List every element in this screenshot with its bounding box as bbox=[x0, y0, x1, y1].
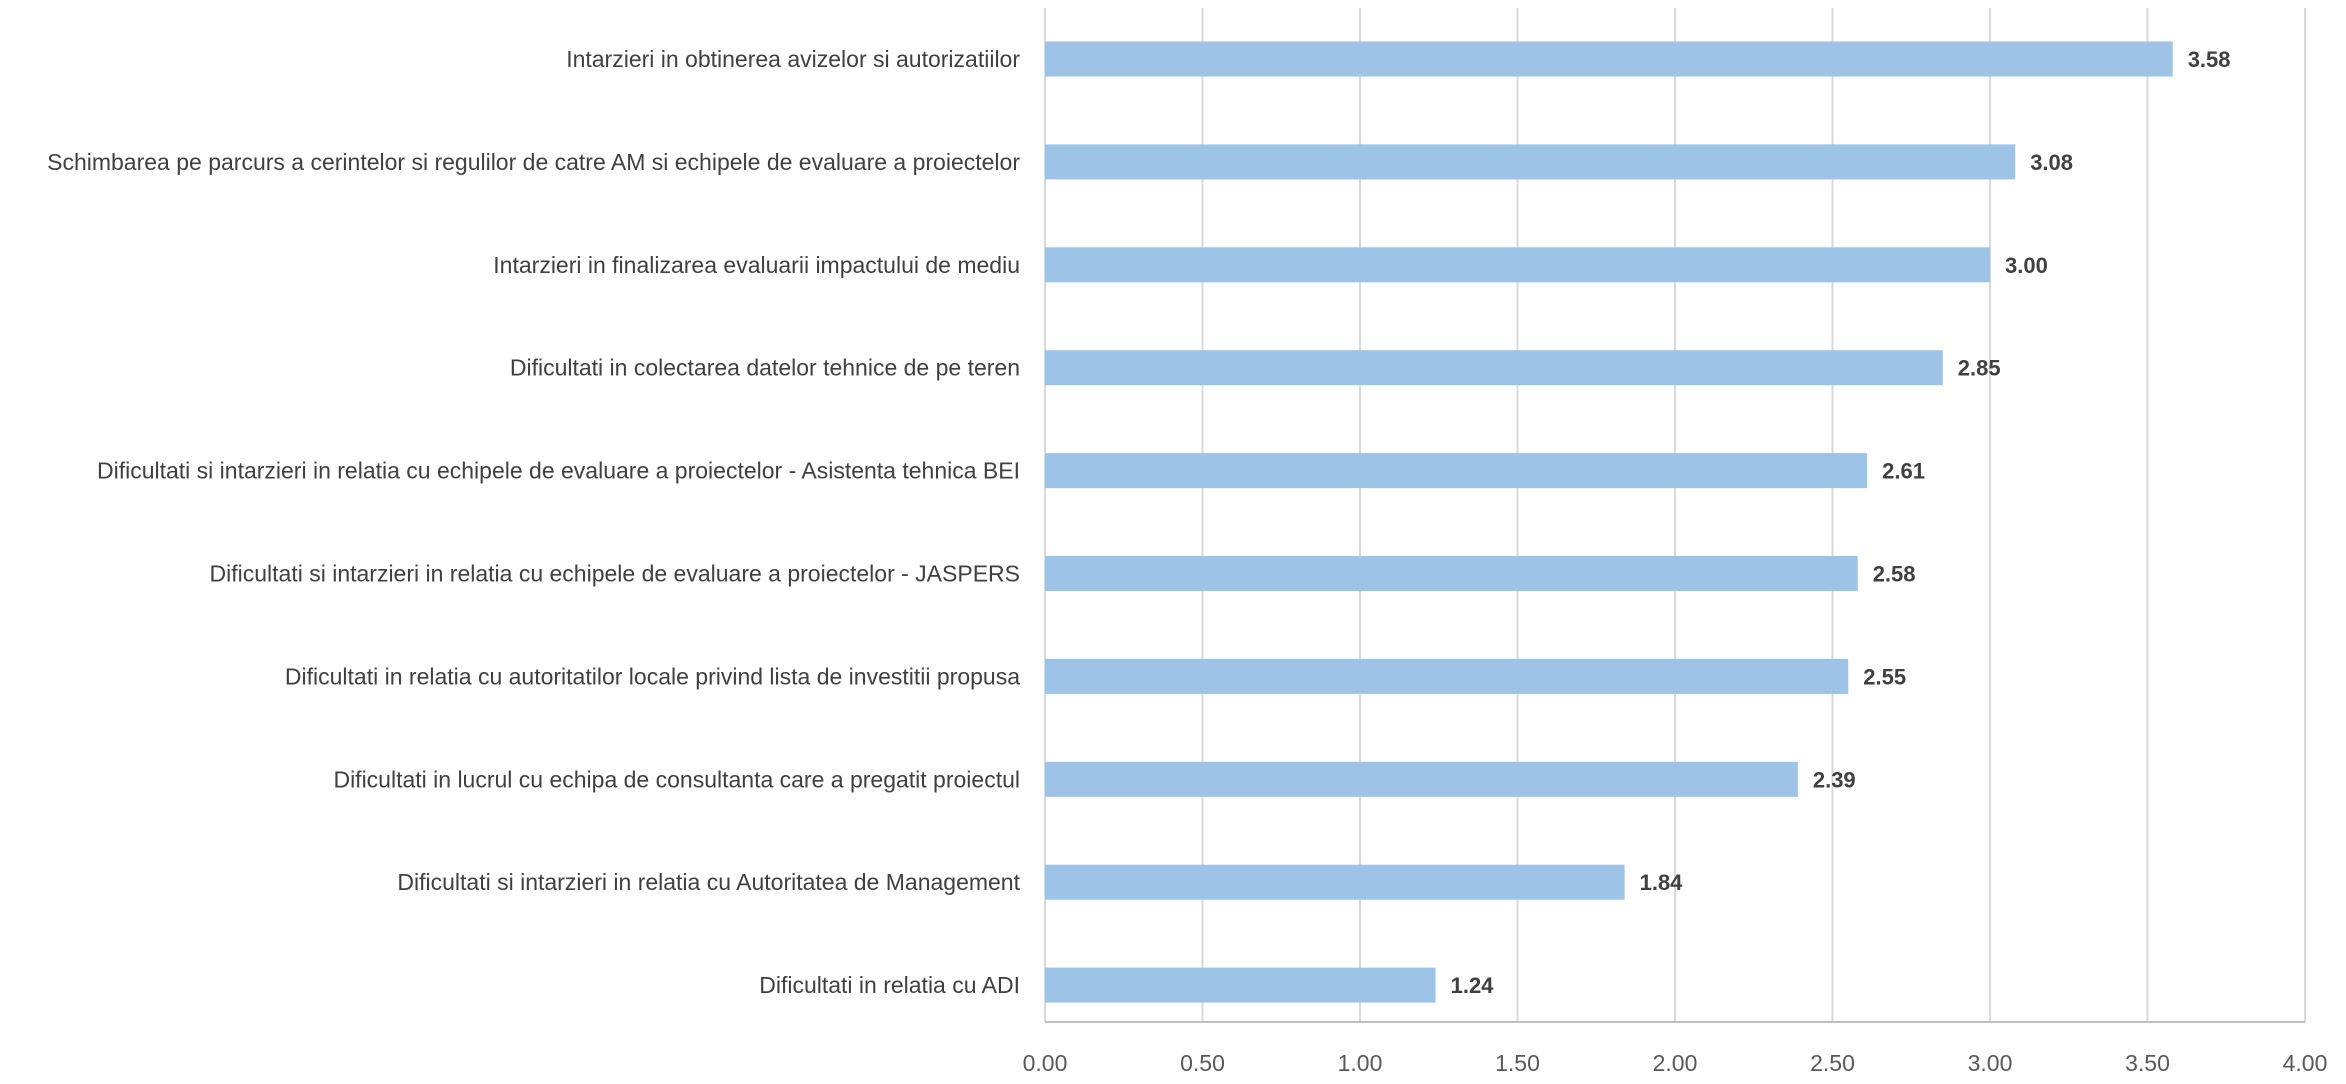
x-tick-label: 2.00 bbox=[1653, 1050, 1698, 1076]
x-tick-label: 3.50 bbox=[2125, 1050, 2170, 1076]
data-label: 1.84 bbox=[1640, 870, 1684, 895]
labels: 0.00 0.50 1.00 1.50 2.00 2.50 3.00 3.50 4.00 Inta… bbox=[47, 46, 2327, 1076]
data-label: 2.58 bbox=[1873, 562, 1916, 587]
category-label: Dificultati si intarzieri in relatia cu … bbox=[210, 561, 1020, 587]
bar bbox=[1045, 41, 2173, 77]
bars bbox=[1045, 41, 2173, 1003]
category-label: Dificultati in lucrul cu echipa de consu… bbox=[333, 766, 1020, 792]
bar bbox=[1045, 658, 1849, 694]
x-tick-label: 3.00 bbox=[1968, 1050, 2013, 1076]
data-label: 1.24 bbox=[1451, 973, 1495, 998]
x-tick-label: 2.50 bbox=[1810, 1050, 1855, 1076]
data-label: 3.00 bbox=[2005, 253, 2048, 278]
data-label: 3.58 bbox=[2188, 47, 2231, 72]
bar bbox=[1045, 761, 1798, 797]
x-tick-label: 0.00 bbox=[1023, 1050, 1068, 1076]
bar bbox=[1045, 453, 1868, 489]
data-label: 3.08 bbox=[2030, 150, 2073, 175]
x-tick-label: 1.50 bbox=[1495, 1050, 1540, 1076]
category-label: Intarzieri in obtinerea avizelor si auto… bbox=[566, 46, 1020, 72]
bar bbox=[1045, 350, 1943, 386]
category-label: Intarzieri in finalizarea evaluarii impa… bbox=[493, 252, 1020, 278]
category-label: Dificultati in relatia cu autoritatilor … bbox=[285, 663, 1020, 689]
bar bbox=[1045, 144, 2016, 180]
x-tick-label: 4.00 bbox=[2283, 1050, 2328, 1076]
data-label: 2.55 bbox=[1863, 664, 1906, 689]
bar bbox=[1045, 247, 1990, 283]
data-label: 2.61 bbox=[1882, 459, 1925, 484]
x-tick-label: 1.00 bbox=[1338, 1050, 1383, 1076]
bar bbox=[1045, 864, 1625, 900]
category-label: Dificultati in relatia cu ADI bbox=[759, 972, 1020, 998]
category-label: Dificultati si intarzieri in relatia cu … bbox=[397, 869, 1020, 895]
category-label: Schimbarea pe parcurs a cerintelor si re… bbox=[47, 149, 1020, 175]
x-tick-label: 0.50 bbox=[1180, 1050, 1225, 1076]
data-label: 2.85 bbox=[1958, 356, 2001, 381]
category-label: Dificultati si intarzieri in relatia cu … bbox=[97, 458, 1020, 484]
bar bbox=[1045, 556, 1858, 591]
category-label: Dificultati in colectarea datelor tehnic… bbox=[510, 355, 1020, 381]
data-label: 2.39 bbox=[1813, 767, 1856, 792]
bar bbox=[1045, 967, 1436, 1003]
